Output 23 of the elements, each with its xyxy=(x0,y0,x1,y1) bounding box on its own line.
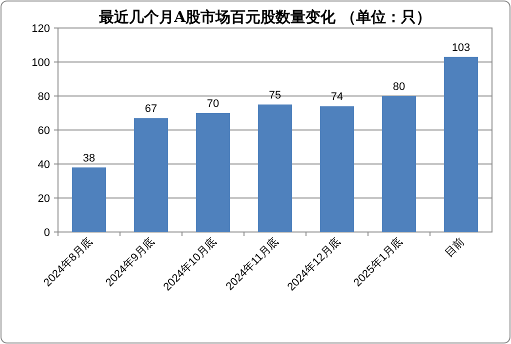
y-tick-label: 20 xyxy=(38,193,50,205)
y-tick-label: 40 xyxy=(38,159,50,171)
bar xyxy=(72,167,106,232)
data-label: 67 xyxy=(144,103,158,116)
bar xyxy=(134,118,168,232)
bar xyxy=(320,106,354,232)
data-label: 38 xyxy=(82,152,96,164)
data-label: 70 xyxy=(206,98,220,110)
bar xyxy=(258,104,292,232)
x-tick-label: 目前 xyxy=(443,236,468,260)
y-tick-label: 120 xyxy=(32,23,50,35)
bar xyxy=(382,96,416,232)
bar xyxy=(444,56,478,232)
chart-title: 最近几个月A股市场百元股数量变化 （单位：只） xyxy=(98,8,431,26)
data-label: 80 xyxy=(392,81,406,93)
y-tick-label: 80 xyxy=(38,91,50,103)
y-tick-label: 100 xyxy=(32,57,50,69)
data-label: 75 xyxy=(268,90,282,102)
bar xyxy=(196,113,230,232)
data-label: 74 xyxy=(330,91,344,104)
data-label: 103 xyxy=(452,42,470,54)
y-tick-label: 60 xyxy=(38,125,50,137)
y-tick-label: 0 xyxy=(44,227,50,239)
